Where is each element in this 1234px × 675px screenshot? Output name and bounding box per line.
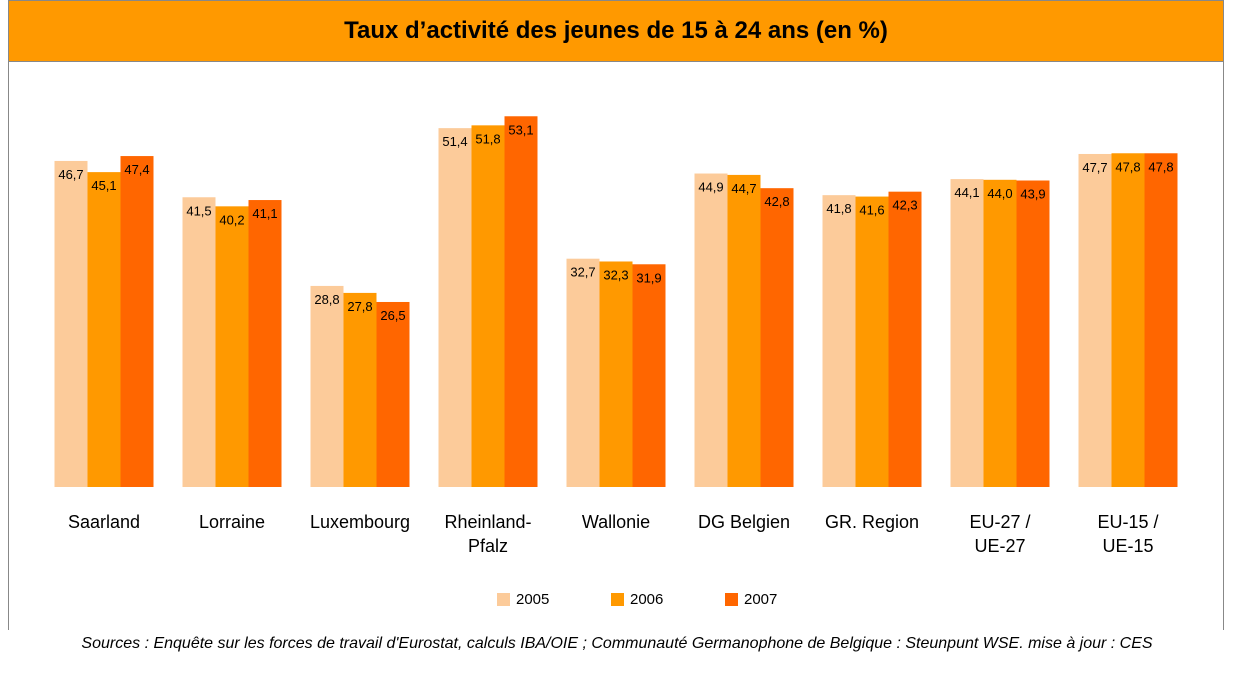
x-tick-label: Saarland <box>67 512 141 532</box>
data-label: 32,7 <box>570 265 595 280</box>
x-tick-label: Luxembourg <box>309 512 411 532</box>
data-label: 47,7 <box>1082 160 1107 175</box>
data-label: 51,4 <box>442 134 467 149</box>
bar <box>1144 153 1178 487</box>
legend-swatch <box>497 593 510 606</box>
data-label: 41,1 <box>252 206 277 221</box>
data-label: 43,9 <box>1020 186 1045 201</box>
bar <box>504 116 538 488</box>
legend-label: 2005 <box>516 591 550 608</box>
source-note: Sources : Enquête sur les forces de trav… <box>81 635 1153 652</box>
data-label: 31,9 <box>636 270 661 285</box>
legend-item: 2005 <box>497 591 549 608</box>
bar <box>983 179 1017 488</box>
bar <box>215 206 249 487</box>
bar <box>1111 153 1145 487</box>
bar <box>310 285 344 487</box>
chart-title: Taux d’activité des jeunes de 15 à 24 an… <box>8 0 1224 62</box>
bar <box>248 200 282 487</box>
data-label: 45,1 <box>91 178 116 193</box>
bar <box>760 188 794 488</box>
data-label: 40,2 <box>219 212 244 227</box>
x-tick-label: DG Belgien <box>697 512 791 532</box>
bar <box>950 179 984 488</box>
bar <box>343 292 377 487</box>
data-label: 53,1 <box>508 122 533 137</box>
bar <box>727 174 761 487</box>
bar <box>182 197 216 487</box>
data-label: 42,3 <box>892 198 917 213</box>
data-label: 41,5 <box>186 203 211 218</box>
data-label: 41,6 <box>859 203 884 218</box>
data-label: 26,5 <box>380 308 405 323</box>
bar <box>694 173 728 487</box>
legend-swatch <box>611 593 624 606</box>
x-tick-label: EU-15 / UE-15 <box>1097 512 1159 556</box>
data-label: 47,8 <box>1115 159 1140 174</box>
bar <box>87 172 121 487</box>
x-tick-label: GR. Region <box>824 512 920 532</box>
legend-swatch <box>725 593 738 606</box>
bar <box>855 196 889 487</box>
data-label: 41,8 <box>826 201 851 216</box>
bar <box>1078 153 1112 487</box>
bar <box>471 125 505 487</box>
data-label: 46,7 <box>58 167 83 182</box>
bar <box>1016 180 1050 488</box>
data-label: 44,1 <box>954 185 979 200</box>
x-tick-label: Wallonie <box>581 512 651 532</box>
legend-item: 2006 <box>611 591 663 608</box>
bar <box>438 128 472 487</box>
data-label: 32,3 <box>603 267 628 282</box>
data-label: 47,8 <box>1148 159 1173 174</box>
x-tick-label: EU-27 / UE-27 <box>969 512 1031 556</box>
bar <box>120 156 154 487</box>
legend-label: 2006 <box>630 591 664 608</box>
x-tick-label: Rheinland- Pfalz <box>444 512 532 556</box>
bar <box>376 301 410 487</box>
x-tick-label: Lorraine <box>198 512 266 532</box>
bar <box>888 191 922 487</box>
data-label: 44,0 <box>987 186 1012 201</box>
bar <box>599 261 633 487</box>
data-label: 27,8 <box>347 299 372 314</box>
bar <box>822 195 856 487</box>
data-label: 28,8 <box>314 292 339 307</box>
bar <box>54 160 88 487</box>
data-label: 44,7 <box>731 181 756 196</box>
bar <box>632 264 666 487</box>
legend-label: 2007 <box>744 591 778 608</box>
data-label: 47,4 <box>124 162 149 177</box>
data-label: 44,9 <box>698 180 723 195</box>
legend-item: 2007 <box>725 591 777 608</box>
data-label: 42,8 <box>764 194 789 209</box>
bar <box>566 258 600 487</box>
data-label: 51,8 <box>475 131 500 146</box>
